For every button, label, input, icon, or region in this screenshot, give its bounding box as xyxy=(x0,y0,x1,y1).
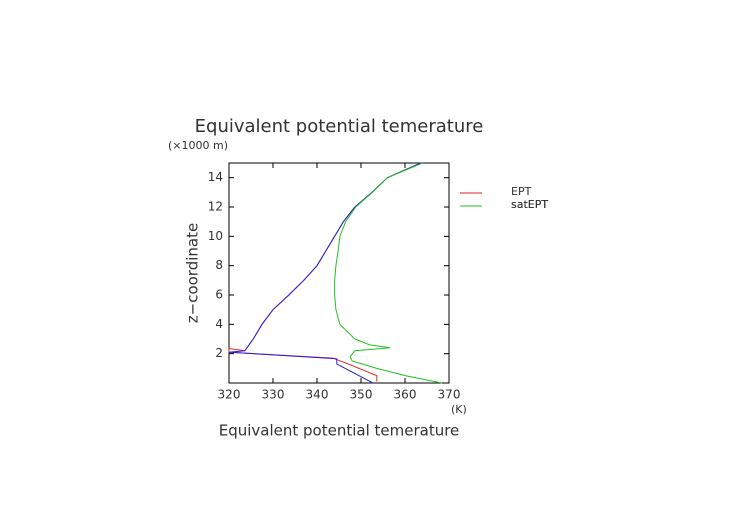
y-tick-label: 2 xyxy=(215,346,223,360)
y-tick-label: 10 xyxy=(208,229,223,243)
legend-label: EPT xyxy=(511,185,532,198)
x-tick-label: 370 xyxy=(438,388,461,402)
x-tick-label: 320 xyxy=(218,388,241,402)
x-tick-label: 350 xyxy=(350,388,373,402)
plot-frame xyxy=(228,162,450,384)
data-line xyxy=(334,162,443,384)
y-tick-label: 6 xyxy=(215,288,223,302)
x-unit: (K) xyxy=(451,403,467,416)
x-tick-label: 330 xyxy=(262,388,285,402)
legend-label: satEPT xyxy=(511,198,548,211)
legend-label: satEPT xyxy=(511,198,548,211)
chart-title: Equivalent potential temerature xyxy=(195,116,484,137)
x-tick-label: 360 xyxy=(394,388,417,402)
y-tick-label: 14 xyxy=(208,170,223,184)
y-tick-label: 8 xyxy=(215,258,223,272)
x-axis-title: Equivalent potential temerature xyxy=(219,422,460,440)
y-tick-label: 4 xyxy=(215,317,223,331)
x-tick-label: 340 xyxy=(306,388,329,402)
y-axis-title: z−coordinate xyxy=(184,223,202,323)
y-unit: (×1000 m) xyxy=(168,139,228,152)
y-tick-label: 12 xyxy=(208,200,223,214)
data-line xyxy=(228,162,422,384)
